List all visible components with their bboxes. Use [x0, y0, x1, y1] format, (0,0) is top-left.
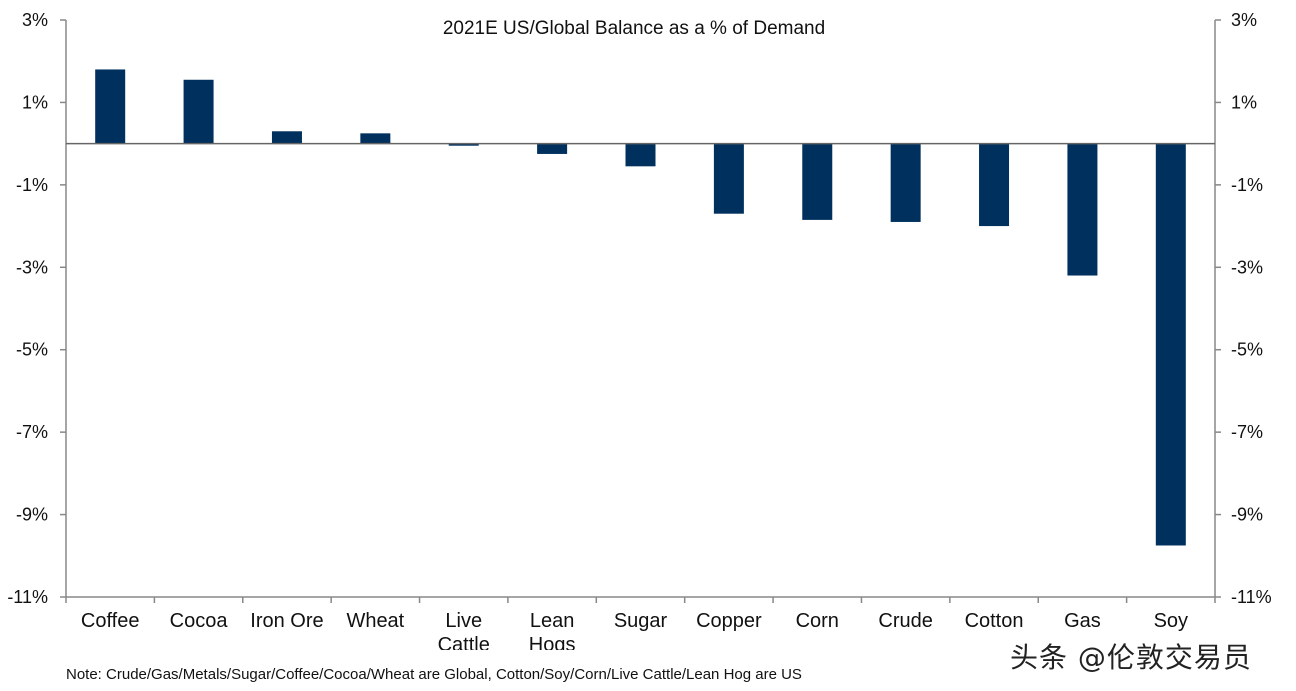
y-tick-label-right: -1%	[1231, 175, 1263, 195]
bar-sugar	[625, 143, 656, 167]
x-tick-label: Wheat	[346, 610, 404, 632]
y-tick-label-right: -9%	[1231, 505, 1263, 525]
x-tick-label: Iron Ore	[250, 610, 323, 632]
y-tick-label-left: -1%	[16, 175, 48, 195]
y-tick-label-right: 3%	[1231, 10, 1257, 30]
y-tick-label-right: -7%	[1231, 422, 1263, 442]
bar-coffee	[95, 69, 126, 144]
x-tick-label: Live Cattle	[438, 610, 490, 650]
y-tick-label-left: -5%	[16, 340, 48, 360]
x-tick-label: Gas	[1064, 610, 1101, 632]
bar-cocoa	[183, 79, 214, 144]
bar-soy	[1155, 143, 1186, 546]
x-tick-label: Coffee	[81, 610, 140, 632]
bar-wheat	[360, 133, 391, 144]
bar-corn	[802, 143, 833, 220]
y-tick-label-right: -11%	[1231, 587, 1272, 607]
y-tick-label-right: -3%	[1231, 257, 1263, 277]
x-tick-label: Sugar	[614, 610, 668, 632]
x-tick-label: Cocoa	[170, 610, 229, 632]
x-tick-label: Corn	[796, 610, 839, 632]
x-tick-label: Copper	[696, 610, 762, 632]
bar-cotton	[979, 143, 1010, 227]
y-tick-label-left: -7%	[16, 422, 48, 442]
x-tick-label: Cotton	[965, 610, 1024, 632]
y-tick-label-left: -3%	[16, 257, 48, 277]
bar-live-cattle	[448, 143, 479, 146]
bar-crude	[890, 143, 921, 222]
watermark-text: 头条 @伦敦交易员	[1010, 641, 1252, 674]
bar-chart: 3% 3% 1% 1% -1% -1% -3% -3% -5% -5% -7% -7% -9% -9% -1…	[7, 10, 1272, 656]
x-tick-label: Lean Hogs	[529, 610, 576, 650]
y-tick-label-right: -5%	[1231, 340, 1263, 360]
x-tick-label: Soy	[1154, 610, 1188, 632]
y-tick-label-left: -11%	[7, 587, 48, 607]
y-tick-label-left: -9%	[16, 505, 48, 525]
bar-gas	[1067, 143, 1098, 276]
x-tick-label: Crude	[878, 610, 932, 632]
chart-note: Note: Crude/Gas/Metals/Sugar/Coffee/Coco…	[66, 666, 802, 683]
y-tick-label-right: 1%	[1231, 92, 1257, 112]
y-tick-label-left: 1%	[22, 92, 48, 112]
bar-iron-ore	[271, 131, 302, 144]
bar-lean-hogs	[537, 143, 568, 154]
bar-copper	[713, 143, 744, 214]
chart-title: 2021E US/Global Balance as a % of Demand	[443, 18, 825, 39]
y-tick-label-left: 3%	[22, 10, 48, 30]
